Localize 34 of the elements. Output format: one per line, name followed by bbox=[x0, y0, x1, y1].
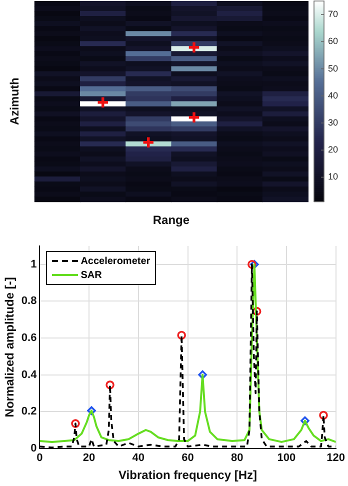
color-bar-label: 40 bbox=[328, 90, 338, 100]
y-axis-title: Azimuth bbox=[8, 78, 22, 125]
point bbox=[319, 410, 328, 420]
y-tick-label: 0 bbox=[30, 442, 37, 454]
y-tick-label: 0.8 bbox=[21, 295, 37, 308]
x-tick-label: 120 bbox=[326, 452, 346, 464]
color-bar-label: 20 bbox=[328, 144, 338, 155]
y-tick-label: 0.4 bbox=[21, 368, 38, 381]
x-tick-label: 80 bbox=[230, 452, 244, 464]
legend-label: Accelerometer bbox=[80, 256, 150, 266]
point bbox=[71, 419, 80, 428]
legend-label: SAR bbox=[80, 270, 102, 280]
y-tick-label: 1 bbox=[30, 258, 37, 270]
x-tick-label: 40 bbox=[132, 452, 145, 464]
color-bar-label: 10 bbox=[328, 172, 338, 182]
color-bar-label: 50 bbox=[328, 63, 338, 74]
color-bar-label: 70 bbox=[328, 9, 338, 20]
point bbox=[198, 370, 207, 380]
point bbox=[300, 416, 310, 426]
point bbox=[106, 380, 114, 390]
x-tick-label: 60 bbox=[182, 452, 194, 464]
color-bar-label: 30 bbox=[328, 117, 338, 128]
x-tick-label: 100 bbox=[277, 452, 296, 464]
color-bar-label: 60 bbox=[328, 36, 338, 46]
y-tick-label: 0.6 bbox=[21, 332, 37, 344]
x-axis-title: Vibration frequency [Hz] bbox=[118, 468, 257, 482]
point bbox=[250, 260, 259, 269]
point bbox=[177, 330, 186, 340]
x-axis-title: Range bbox=[152, 213, 190, 228]
y-axis-title: Normalized amplitude [-] bbox=[2, 277, 17, 418]
point bbox=[87, 406, 96, 416]
x-tick-label: 20 bbox=[82, 452, 96, 464]
y-tick-label: 0.2 bbox=[21, 406, 37, 418]
point bbox=[248, 260, 256, 269]
